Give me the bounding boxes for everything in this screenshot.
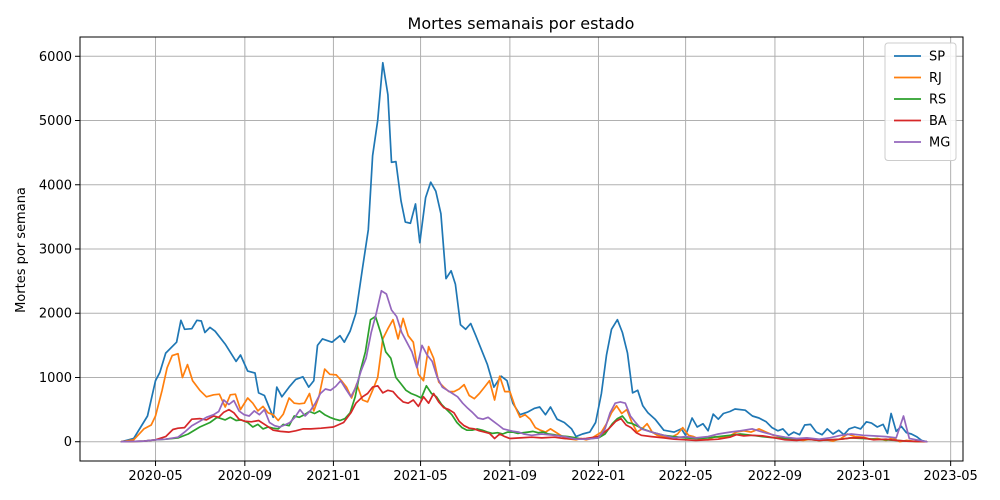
series-line-ba xyxy=(120,384,928,443)
x-axis-ticks: 2020-05 2020-09 2021-01 2021-05 2021-09 2022-… xyxy=(128,461,978,484)
series-line-sp xyxy=(120,61,928,443)
y-tick-label: 0 xyxy=(64,435,72,450)
y-tick-label: 3000 xyxy=(39,243,72,258)
grid-lines xyxy=(80,37,963,461)
x-tick-label: 2021-09 xyxy=(483,469,537,484)
legend-label-sp: SP xyxy=(929,50,945,65)
y-axis-ticks: 0 1000 2000 3000 4000 5000 6000 xyxy=(39,50,80,450)
y-tick-label: 4000 xyxy=(39,178,72,193)
y-axis-label: Mortes por semana xyxy=(14,187,29,313)
y-tick-label: 5000 xyxy=(39,114,72,129)
series-line-rj xyxy=(120,317,928,443)
x-tick-label: 2021-05 xyxy=(393,469,447,484)
x-tick-label: 2022-09 xyxy=(748,469,802,484)
chart-title: Mortes semanais por estado xyxy=(408,14,635,33)
legend: SP RJ RS BA MG xyxy=(884,42,957,161)
series-lines xyxy=(120,61,928,443)
legend-box xyxy=(884,42,957,161)
x-tick-label: 2022-01 xyxy=(571,469,625,484)
x-tick-label: 2023-01 xyxy=(836,469,890,484)
y-tick-label: 2000 xyxy=(39,307,72,322)
y-tick-label: 6000 xyxy=(39,50,72,65)
x-tick-label: 2020-05 xyxy=(128,469,182,484)
legend-label-ba: BA xyxy=(929,114,947,129)
x-tick-label: 2020-09 xyxy=(218,469,272,484)
series-line-mg xyxy=(120,289,928,443)
legend-label-rs: RS xyxy=(929,93,946,108)
legend-label-mg: MG xyxy=(929,136,950,151)
series-line-rs xyxy=(120,315,928,443)
y-tick-label: 1000 xyxy=(39,371,72,386)
x-tick-label: 2022-05 xyxy=(658,469,712,484)
x-tick-label: 2021-01 xyxy=(306,469,360,484)
x-tick-label: 2023-05 xyxy=(923,469,977,484)
legend-label-rj: RJ xyxy=(929,71,942,86)
